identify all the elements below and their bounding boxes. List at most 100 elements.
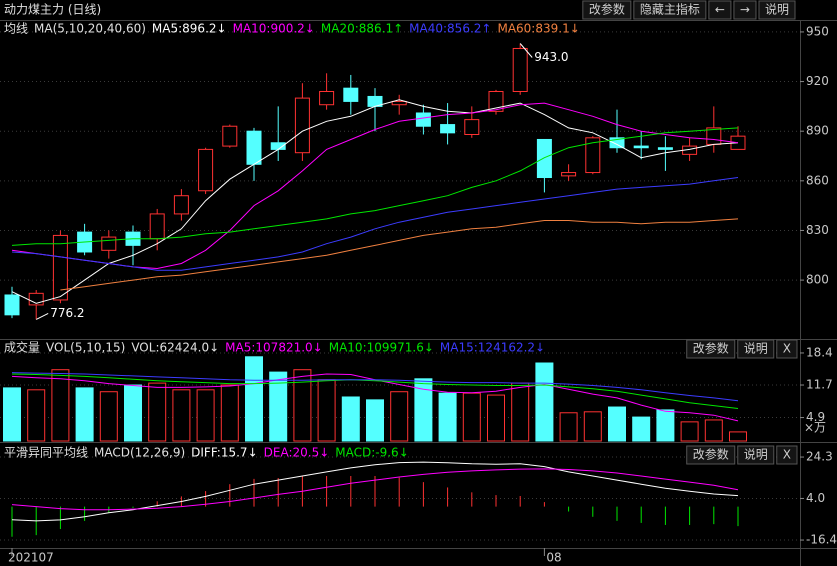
- y-tick-label: 18.4: [806, 345, 833, 359]
- annotation: 776.2: [50, 306, 84, 320]
- indicator-line: [11, 461, 739, 522]
- legend-entry: MACD:-9.6↓: [335, 446, 408, 460]
- volume-bar: [366, 399, 384, 442]
- legend-entry: MA40:856.2↑: [409, 22, 491, 36]
- button[interactable]: [633, 0, 707, 20]
- y-tick-label: 830: [806, 223, 829, 237]
- y-tick-label: 890: [806, 124, 829, 138]
- candle-body: [440, 124, 456, 134]
- candle-body: [561, 172, 577, 177]
- legend-entry: DIFF:15.7↓: [191, 446, 257, 460]
- candle-body: [198, 148, 214, 192]
- indicator-line: [60, 218, 739, 291]
- button[interactable]: [737, 339, 775, 359]
- volume-bar: [535, 362, 554, 442]
- candle-body: [222, 125, 238, 147]
- volume-bar: [220, 384, 239, 442]
- legend-entry: VOL:62424.0↓: [131, 341, 219, 355]
- legend-entry: MA5:896.2↓: [152, 22, 227, 36]
- x-tick-label: 08: [546, 551, 561, 565]
- volume-bar: [414, 378, 433, 442]
- y-tick-label: 860: [806, 173, 829, 187]
- y-tick-label: 4.9: [806, 410, 825, 424]
- indicator-line: [11, 99, 739, 304]
- volume-bar: [124, 384, 142, 442]
- volume-bar: [245, 356, 263, 442]
- candle-body: [415, 112, 431, 127]
- button-label[interactable]: 隐藏主指标: [640, 2, 700, 17]
- indicator-line: [11, 468, 739, 511]
- button[interactable]: [776, 339, 798, 359]
- y-tick-label: 800: [806, 273, 829, 287]
- volume-bar: [462, 392, 481, 442]
- y-tick-label: 24.3: [806, 450, 833, 464]
- volume-bar: [293, 369, 312, 442]
- candle-body: [706, 127, 722, 145]
- candle-body: [512, 47, 528, 92]
- window-title: 动力煤主力 (日线): [4, 3, 101, 17]
- button[interactable]: [686, 339, 736, 359]
- volume-bar: [99, 391, 118, 442]
- legend-entry: MA10:900.2↓: [233, 22, 315, 36]
- annotation: 943.0: [534, 50, 568, 64]
- annotation-leader: [519, 43, 533, 58]
- annotation-leader: [35, 313, 49, 320]
- legend-entry: MA20:886.1↑: [321, 22, 403, 36]
- y-tick-label: 920: [806, 74, 829, 88]
- volume-bar: [27, 389, 46, 442]
- volume-bar: [341, 396, 360, 442]
- volume-bar: [704, 419, 723, 442]
- volume-bar: [317, 379, 336, 442]
- candle-body: [464, 119, 480, 136]
- candle-body: [536, 138, 552, 179]
- button-label[interactable]: X: [783, 342, 791, 356]
- button-label[interactable]: X: [783, 448, 791, 462]
- button-label[interactable]: 改参数: [589, 2, 625, 17]
- volume-bar: [583, 411, 602, 442]
- legend-entry: MACD(12,26,9): [94, 446, 185, 460]
- button[interactable]: [776, 445, 798, 465]
- volume-bar: [680, 421, 699, 442]
- button[interactable]: [737, 445, 775, 465]
- legend-entry: 成交量: [4, 340, 40, 355]
- candle-body: [149, 213, 165, 240]
- y-tick-label: -16.4: [806, 533, 837, 547]
- button-label[interactable]: 说明: [744, 447, 768, 462]
- candle-body: [294, 97, 310, 154]
- candle-body: [657, 147, 673, 150]
- button-label[interactable]: →: [740, 3, 750, 17]
- volume-bar: [51, 369, 70, 442]
- legend-entry: MA(5,10,20,40,60): [34, 22, 146, 36]
- legend-entry: VOL(5,10,15): [46, 341, 125, 355]
- unit-label: ×万: [804, 421, 826, 435]
- x-tick-label: 202107: [8, 551, 54, 565]
- candle-body: [101, 236, 117, 251]
- legend-entry: MA60:839.1↓: [497, 22, 579, 36]
- button-label[interactable]: 说明: [744, 341, 768, 356]
- volume-bar: [148, 382, 167, 442]
- volume-bar: [196, 389, 215, 442]
- button[interactable]: [758, 0, 796, 20]
- candle-body: [633, 145, 649, 149]
- button-label[interactable]: 改参数: [693, 341, 729, 356]
- button[interactable]: [582, 0, 632, 20]
- candle-body: [585, 137, 601, 174]
- volume-bar: [390, 391, 409, 442]
- button-label[interactable]: 说明: [765, 2, 789, 17]
- button[interactable]: [733, 0, 757, 20]
- legend-entry: DEA:20.5↓: [264, 446, 330, 460]
- legend-entry: 均线: [4, 22, 28, 36]
- button-label[interactable]: ←: [715, 3, 725, 17]
- button-label[interactable]: 改参数: [693, 447, 729, 462]
- volume-bar: [656, 409, 675, 442]
- candle-body: [319, 90, 335, 106]
- y-tick-label: 11.7: [806, 378, 833, 392]
- legend-entry: 平滑异同平均线: [4, 446, 88, 460]
- candle-body: [4, 294, 20, 316]
- button[interactable]: [708, 0, 732, 20]
- legend-entry: MA10:109971.6↓: [329, 341, 434, 355]
- button[interactable]: [686, 445, 736, 465]
